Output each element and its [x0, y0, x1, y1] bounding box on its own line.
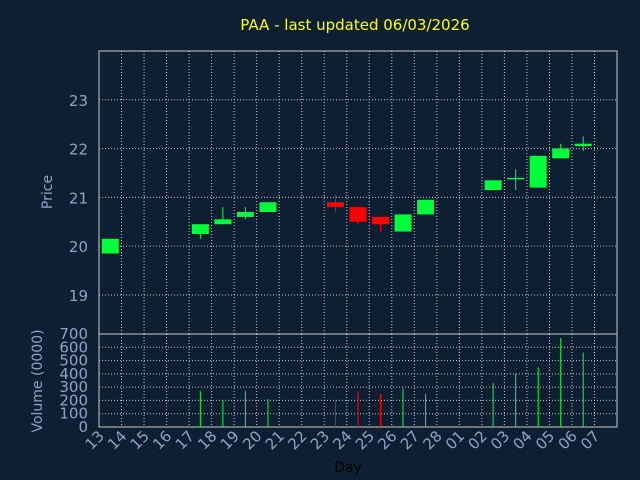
x-axis-label: Day: [334, 460, 362, 476]
volume-axis-label: Volume (0000): [30, 329, 46, 432]
candle-body: [417, 199, 435, 215]
candle-body: [101, 238, 119, 254]
volume-tick-label: 100: [59, 405, 88, 423]
candle-body: [214, 219, 232, 225]
candle-body: [372, 216, 390, 225]
price-panel: 19 20 21 22 23 Price: [40, 50, 618, 335]
candle-body: [191, 224, 209, 234]
candle-body: [574, 143, 592, 147]
volume-tick-label: 200: [59, 391, 88, 409]
volume-tick-label: 500: [59, 352, 88, 370]
price-tick-labels: 19 20 21 22 23: [69, 92, 88, 305]
candle-body: [507, 177, 525, 180]
price-panel-frame: [98, 50, 618, 335]
candle-body: [394, 214, 412, 232]
candle-body: [552, 148, 570, 159]
volume-tick-label: 600: [59, 338, 88, 356]
price-tick-label: 23: [69, 92, 88, 110]
candlesticks: [101, 136, 592, 254]
price-axis-label: Price: [40, 175, 56, 209]
x-tick-label: 07: [577, 427, 603, 453]
candle-body: [236, 212, 254, 217]
candle-body: [484, 180, 502, 191]
volume-tick-label: 400: [59, 365, 88, 383]
candle-body: [349, 207, 367, 222]
price-tick-label: 22: [69, 141, 88, 159]
volume-tick-label: 700: [59, 325, 88, 343]
candle-body: [259, 202, 277, 213]
price-tick-label: 19: [69, 287, 88, 305]
volume-tick-label: 0: [78, 418, 88, 436]
price-tick-label: 20: [69, 238, 88, 256]
volume-tick-label: 300: [59, 378, 88, 396]
price-tick-label: 21: [69, 189, 88, 207]
price-gridlines: [99, 51, 617, 334]
chart-title: PAA - last updated 06/03/2026: [240, 16, 469, 34]
candle-body: [529, 155, 547, 188]
volume-bars: [199, 337, 584, 427]
candle-body: [326, 202, 344, 208]
x-tick-labels: 1314151617181920212223242526272801020304…: [82, 427, 604, 453]
